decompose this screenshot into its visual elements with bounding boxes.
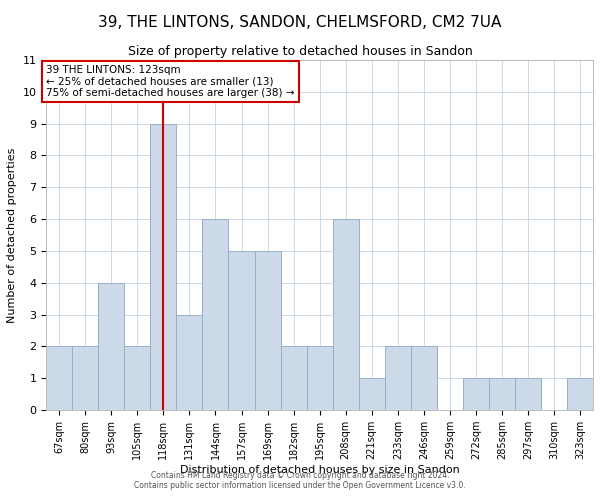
Bar [124, 346, 151, 410]
Bar [359, 378, 385, 410]
Bar [229, 251, 254, 410]
Bar [567, 378, 593, 410]
Bar [46, 346, 72, 410]
Bar [72, 346, 98, 410]
Bar [98, 282, 124, 410]
X-axis label: Distribution of detached houses by size in Sandon: Distribution of detached houses by size … [180, 465, 460, 475]
Text: Contains HM Land Registry data © Crown copyright and database right 2024.
Contai: Contains HM Land Registry data © Crown c… [134, 470, 466, 490]
Bar [151, 124, 176, 410]
Bar [254, 251, 281, 410]
Bar [463, 378, 489, 410]
Text: 39 THE LINTONS: 123sqm
← 25% of detached houses are smaller (13)
75% of semi-det: 39 THE LINTONS: 123sqm ← 25% of detached… [46, 65, 295, 98]
Bar [332, 219, 359, 410]
Text: 39, THE LINTONS, SANDON, CHELMSFORD, CM2 7UA: 39, THE LINTONS, SANDON, CHELMSFORD, CM2… [98, 15, 502, 30]
Bar [202, 219, 229, 410]
Y-axis label: Number of detached properties: Number of detached properties [7, 148, 17, 322]
Bar [489, 378, 515, 410]
Bar [411, 346, 437, 410]
Bar [307, 346, 332, 410]
Bar [515, 378, 541, 410]
Text: Size of property relative to detached houses in Sandon: Size of property relative to detached ho… [128, 45, 472, 58]
Bar [385, 346, 411, 410]
Bar [281, 346, 307, 410]
Bar [176, 314, 202, 410]
